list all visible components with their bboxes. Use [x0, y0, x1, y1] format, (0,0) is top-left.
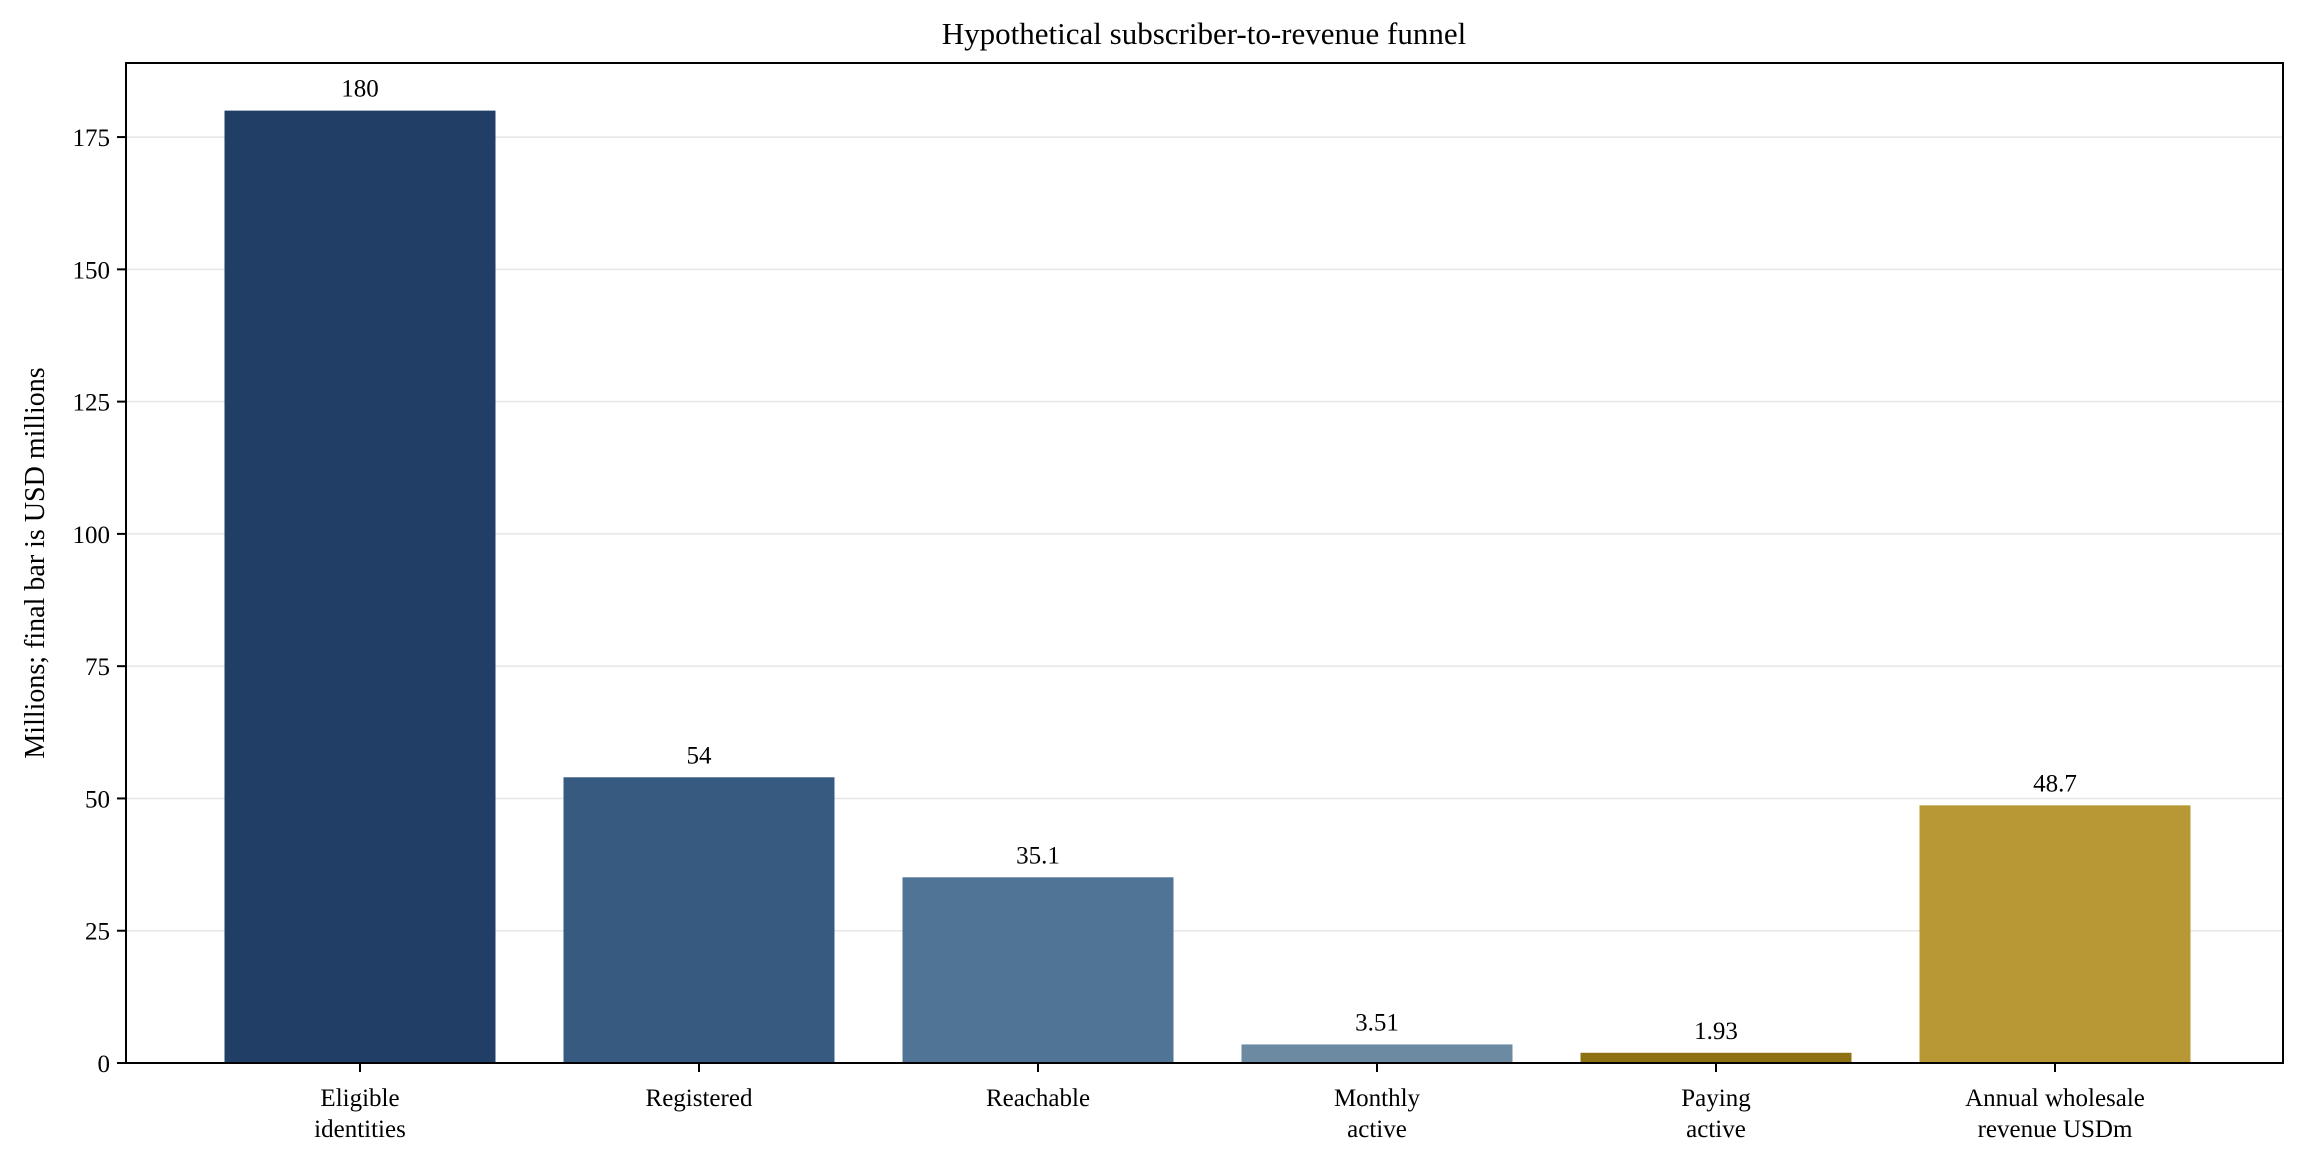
- x-tick-label-line: active: [1347, 1116, 1407, 1143]
- x-tick-label-line: active: [1686, 1116, 1746, 1143]
- y-tick-label: 75: [85, 654, 110, 681]
- y-tick-label: 50: [85, 786, 110, 813]
- x-tick-label-3: Monthly active: [1334, 1085, 1421, 1143]
- chart-title: Hypothetical subscriber-to-revenue funne…: [942, 16, 1466, 51]
- value-label-0: 180: [341, 76, 379, 103]
- x-axis-ticks: Eligible identities Registered Reachable Mon…: [314, 1063, 2145, 1143]
- bar-2: [902, 877, 1174, 1063]
- x-tick-label-line: revenue USDm: [1978, 1116, 2133, 1143]
- plot-frame: [125, 62, 2284, 1064]
- value-label-1: 54: [687, 742, 713, 769]
- data-labels: 180 54 35.1 3.51 1.93 48.7: [341, 76, 2077, 1045]
- y-tick-label: 150: [73, 257, 111, 284]
- y-axis-label: Millions; final bar is USD millions: [20, 367, 51, 758]
- x-tick-label-line: Annual wholesale: [1965, 1085, 2145, 1112]
- bar-4: [1580, 1052, 1852, 1063]
- x-tick-label-line: Monthly: [1334, 1085, 1421, 1112]
- y-axis-ticks: 0 25 50 75 100 125 150 175: [73, 125, 126, 1078]
- y-tick-label: 175: [73, 125, 111, 152]
- x-tick-label-line: Paying: [1681, 1085, 1751, 1112]
- x-tick-label-2: Reachable: [986, 1085, 1090, 1112]
- x-tick-label-line: Reachable: [986, 1085, 1090, 1112]
- bars: [224, 110, 2191, 1064]
- x-tick-label-5: Annual wholesale revenue USDm: [1965, 1085, 2145, 1143]
- x-tick-label-line: Eligible: [320, 1085, 399, 1112]
- bar-0: [224, 110, 496, 1064]
- value-label-4: 1.93: [1694, 1018, 1738, 1045]
- y-tick-label: 125: [73, 390, 111, 417]
- value-label-5: 48.7: [2033, 770, 2077, 797]
- x-tick-label-4: Paying active: [1681, 1085, 1751, 1143]
- bar-3: [1241, 1044, 1513, 1063]
- value-label-3: 3.51: [1355, 1009, 1399, 1036]
- y-tick-label: 0: [98, 1051, 111, 1078]
- x-tick-label-line: Registered: [646, 1085, 753, 1112]
- x-tick-label-1: Registered: [646, 1085, 753, 1112]
- y-tick-label: 100: [73, 522, 111, 549]
- bar-5: [1919, 805, 2191, 1063]
- value-label-2: 35.1: [1016, 842, 1060, 869]
- y-tick-label: 25: [85, 919, 110, 946]
- x-tick-label-line: identities: [314, 1116, 406, 1143]
- x-tick-label-0: Eligible identities: [314, 1085, 406, 1143]
- bar-1: [563, 777, 835, 1063]
